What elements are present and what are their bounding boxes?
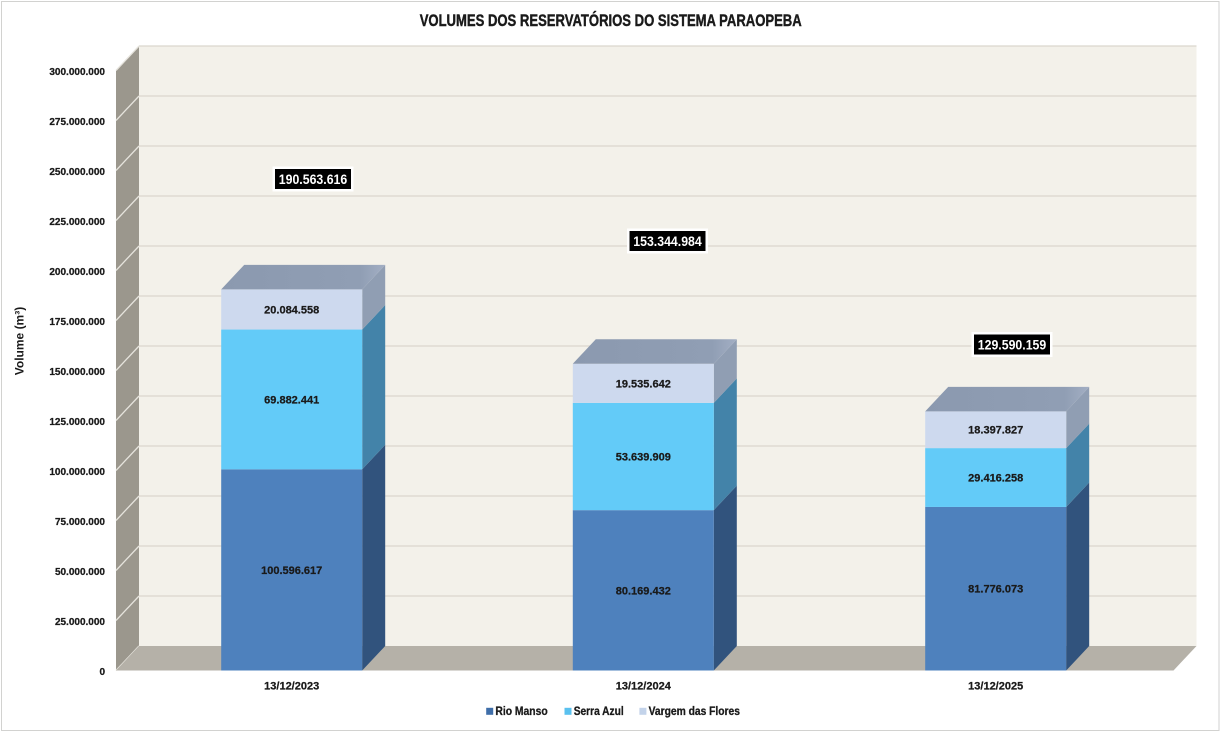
svg-text:20.084.558: 20.084.558: [264, 304, 319, 316]
svg-text:100.000.000: 100.000.000: [49, 467, 105, 478]
svg-text:190.563.616: 190.563.616: [279, 172, 348, 187]
svg-text:18.397.827: 18.397.827: [968, 425, 1023, 437]
svg-text:50.000.000: 50.000.000: [55, 567, 105, 578]
svg-text:0: 0: [99, 667, 105, 678]
svg-text:69.882.441: 69.882.441: [264, 394, 319, 406]
svg-text:13/12/2025: 13/12/2025: [968, 681, 1023, 693]
svg-text:200.000.000: 200.000.000: [49, 267, 105, 278]
svg-text:250.000.000: 250.000.000: [49, 167, 105, 178]
svg-text:Volume (m³): Volume (m³): [13, 307, 27, 375]
svg-text:175.000.000: 175.000.000: [49, 317, 105, 328]
svg-text:100.596.617: 100.596.617: [261, 565, 322, 577]
svg-text:Rio Manso: Rio Manso: [495, 706, 547, 718]
svg-text:153.344.984: 153.344.984: [633, 234, 702, 249]
svg-text:75.000.000: 75.000.000: [55, 517, 105, 528]
svg-text:125.000.000: 125.000.000: [49, 417, 105, 428]
svg-text:80.169.432: 80.169.432: [616, 585, 671, 597]
svg-text:13/12/2023: 13/12/2023: [264, 681, 319, 693]
svg-text:VOLUMES DOS RESERVATÓRIOS DO S: VOLUMES DOS RESERVATÓRIOS DO SISTEMA PAR…: [420, 11, 802, 30]
svg-text:53.639.909: 53.639.909: [616, 452, 671, 464]
svg-text:150.000.000: 150.000.000: [49, 367, 105, 378]
svg-text:19.535.642: 19.535.642: [616, 378, 671, 390]
svg-text:Vargem das Flores: Vargem das Flores: [649, 706, 740, 718]
svg-text:275.000.000: 275.000.000: [49, 117, 105, 128]
svg-text:129.590.159: 129.590.159: [978, 337, 1047, 352]
svg-text:25.000.000: 25.000.000: [55, 617, 105, 628]
svg-text:225.000.000: 225.000.000: [49, 217, 105, 228]
svg-text:13/12/2024: 13/12/2024: [616, 681, 672, 693]
svg-text:81.776.073: 81.776.073: [968, 584, 1023, 596]
svg-text:Serra Azul: Serra Azul: [574, 706, 624, 718]
svg-text:29.416.258: 29.416.258: [968, 473, 1023, 485]
svg-text:300.000.000: 300.000.000: [49, 67, 105, 78]
